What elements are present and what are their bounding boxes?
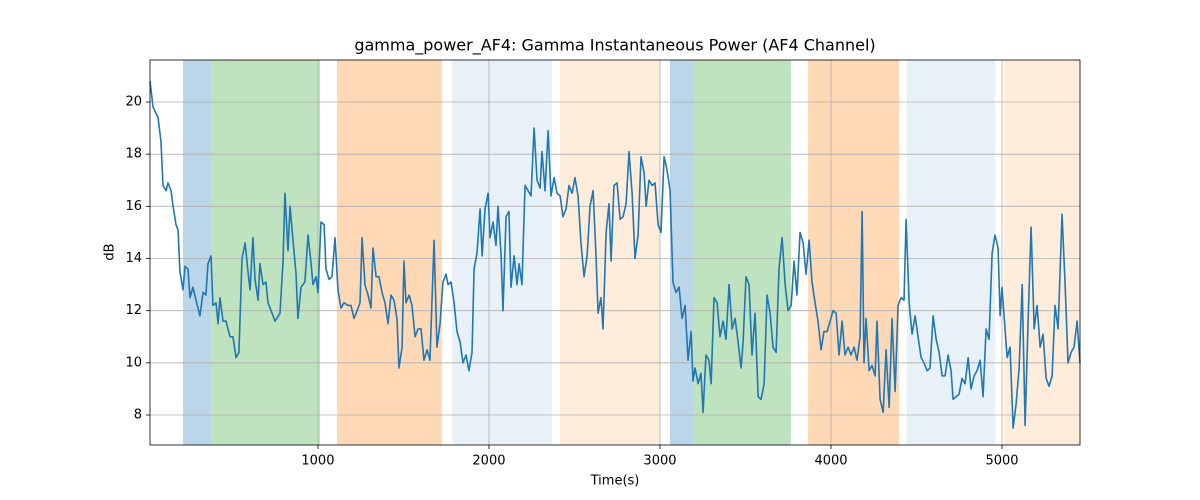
- lines: [149, 81, 1081, 429]
- y-tick-label: 8: [134, 408, 142, 423]
- x-tick-label: 4000: [814, 454, 847, 469]
- y-tick-label: 18: [125, 147, 142, 162]
- y-axis-label: dB: [103, 243, 118, 260]
- x-tick-label: 2000: [472, 454, 505, 469]
- chart-title: gamma_power_AF4: Gamma Instantaneous Pow…: [354, 36, 875, 56]
- x-tick-label: 3000: [643, 454, 676, 469]
- y-tick-label: 10: [125, 355, 142, 370]
- grid: [150, 60, 1080, 445]
- data-line: [149, 81, 1081, 429]
- shaded-span: [559, 60, 660, 445]
- shaded-span: [183, 60, 211, 445]
- shaded-span: [906, 60, 996, 445]
- shaded-span: [336, 60, 442, 445]
- shaded-span: [669, 60, 693, 445]
- ticks: 1000 2000 3000 4000 5000 8 10 12 14 16 18 20: [125, 94, 1018, 468]
- axes-frame: [149, 59, 1081, 446]
- shaded-span: [808, 60, 900, 445]
- shaded-span: [692, 60, 791, 445]
- x-axis-label: Time(s): [590, 474, 640, 489]
- y-tick-label: 20: [125, 94, 142, 109]
- y-tick-label: 14: [125, 251, 142, 266]
- spans: [183, 60, 1080, 445]
- y-tick-label: 12: [125, 303, 142, 318]
- x-tick-label: 5000: [985, 454, 1018, 469]
- shaded-span: [452, 60, 552, 445]
- shaded-span: [1004, 60, 1080, 445]
- y-tick-label: 16: [125, 199, 142, 214]
- x-tick-label: 1000: [301, 454, 334, 469]
- shaded-span: [210, 60, 320, 445]
